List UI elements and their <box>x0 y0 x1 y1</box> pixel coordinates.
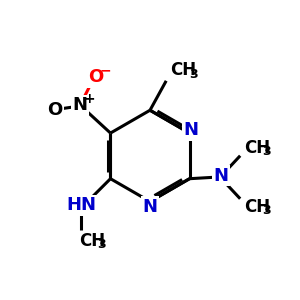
Text: N: N <box>142 198 158 216</box>
Text: 3: 3 <box>97 238 106 251</box>
Text: 3: 3 <box>189 68 197 81</box>
Text: HN: HN <box>66 196 96 214</box>
Text: CH: CH <box>244 198 270 216</box>
Text: −: − <box>99 64 111 78</box>
Text: N: N <box>142 198 158 216</box>
Text: CH: CH <box>171 61 197 80</box>
Text: CH: CH <box>80 232 106 250</box>
Text: O: O <box>88 68 103 86</box>
Text: 3: 3 <box>262 145 271 158</box>
Text: 3: 3 <box>262 204 271 217</box>
Text: N: N <box>214 167 229 185</box>
Text: N: N <box>184 121 199 139</box>
Text: +: + <box>83 92 95 106</box>
Text: N: N <box>72 96 87 114</box>
Text: CH: CH <box>244 139 270 157</box>
Text: O: O <box>47 100 62 118</box>
Text: N: N <box>184 121 199 139</box>
